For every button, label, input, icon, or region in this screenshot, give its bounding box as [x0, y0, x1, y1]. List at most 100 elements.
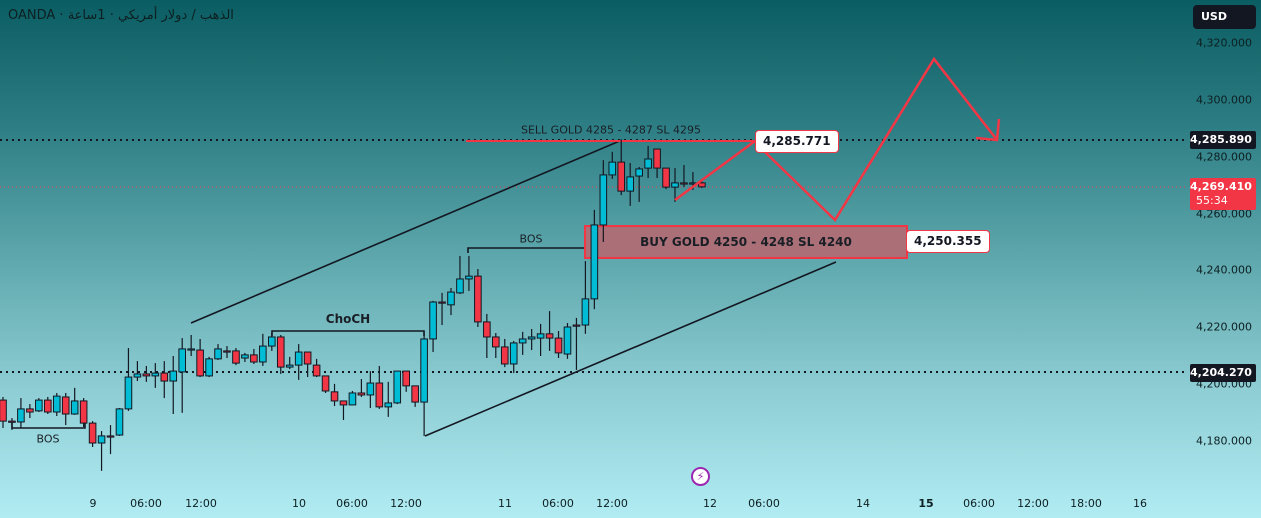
candle-body-down [223, 350, 231, 353]
candle [294, 344, 303, 380]
price-marker-low: 4,204.270 [1190, 364, 1256, 382]
candle [124, 348, 133, 411]
candle-body-up [366, 382, 375, 396]
candle [250, 348, 258, 364]
candle-body-down [680, 182, 688, 185]
price-marker-high: 4,285.890 [1190, 131, 1256, 149]
channel-lower-line[interactable] [424, 261, 837, 437]
candle [8, 417, 16, 430]
projection-path[interactable] [674, 56, 1001, 222]
time-tick: 15 [918, 497, 934, 510]
time-tick: 12:00 [185, 497, 217, 510]
candle [276, 334, 285, 374]
candle-body-up [518, 338, 527, 344]
candle [214, 344, 222, 360]
time-tick: 10 [292, 497, 306, 510]
time-tick: 06:00 [130, 497, 162, 510]
time-tick: 12 [703, 497, 717, 510]
time-tick: 14 [856, 497, 870, 510]
price-tick: 4,260.000 [1196, 207, 1252, 221]
candle [52, 392, 61, 417]
candle [268, 332, 276, 351]
candle-body-up [420, 338, 428, 403]
time-tick: 06:00 [748, 497, 780, 510]
candle [303, 351, 312, 378]
buy-zone-rect[interactable] [584, 225, 908, 259]
candle-body-down [44, 399, 52, 413]
candle-body-down [411, 385, 419, 403]
candle-body-down [375, 382, 384, 408]
candle [438, 292, 446, 326]
candle-body-up [52, 395, 61, 413]
arrow-head-icon [975, 118, 1001, 142]
candle [366, 371, 375, 409]
lightning-icon[interactable]: ⚡ [691, 467, 710, 486]
candle [599, 160, 608, 243]
candle-body-up [447, 291, 455, 306]
candle [133, 361, 142, 382]
time-tick: 9 [89, 497, 97, 510]
bos-low-line[interactable] [11, 422, 86, 429]
candle-body-up [599, 174, 608, 226]
choch-label[interactable]: ChoCH [325, 312, 371, 326]
candle-body-down [483, 321, 491, 338]
candle-body-down [554, 337, 563, 354]
candle-body-up [214, 348, 222, 360]
bos-low-label[interactable]: BOS [36, 432, 60, 446]
candle-body-up [671, 182, 679, 188]
candle-body-up [115, 408, 124, 436]
candle-body-down [698, 182, 706, 188]
candle [115, 408, 124, 436]
bos-high-line[interactable] [467, 247, 586, 253]
candle-body-up [509, 342, 518, 365]
candle [151, 363, 160, 388]
candle-body-up [644, 158, 652, 169]
candle [518, 331, 527, 355]
candle-body-down [402, 370, 410, 387]
candle-body-up [124, 376, 133, 410]
candle [626, 162, 635, 206]
candle-body-down [662, 167, 670, 188]
time-tick: 12:00 [596, 497, 628, 510]
channel-upper-line[interactable] [190, 139, 623, 324]
candle-body-down [8, 420, 16, 423]
candle-body-down [438, 301, 446, 304]
time-tick: 16 [1133, 497, 1147, 510]
candle-body-down [142, 373, 151, 377]
choch-line[interactable] [271, 330, 425, 336]
currency-button[interactable]: USD [1193, 5, 1256, 29]
sell-price-callout[interactable]: 4,285.771 [755, 130, 839, 153]
candle [536, 323, 545, 357]
candle-body-down [26, 408, 34, 413]
buy-label[interactable]: BUY GOLD 4250 - 4248 SL 4240 [640, 235, 852, 249]
candle-body-up [17, 408, 25, 423]
candle [393, 370, 402, 405]
bar-countdown: 55:34 [1196, 194, 1228, 207]
candle [312, 358, 321, 378]
bos-high-label[interactable]: BOS [519, 232, 543, 246]
time-tick: 06:00 [542, 497, 574, 510]
candle-body-down [617, 161, 626, 192]
price-tick: 4,240.000 [1196, 263, 1252, 277]
candle [178, 338, 186, 413]
candle-body-down [492, 336, 500, 348]
projection-zigzag [764, 56, 998, 222]
buy-price-callout[interactable]: 4,250.355 [906, 230, 990, 253]
candle-body-down [0, 399, 7, 422]
candle-body-up [187, 348, 195, 351]
time-tick: 12:00 [390, 497, 422, 510]
candle-body-up [384, 402, 393, 408]
candle-body-down [474, 275, 482, 323]
last-price-tag: 4,269.410 55:34 [1190, 178, 1256, 210]
candle [474, 269, 482, 328]
candle [492, 332, 500, 359]
candle [35, 398, 43, 413]
candle [563, 323, 572, 359]
candle [61, 392, 70, 426]
projection-zigzag [674, 139, 756, 202]
sell-label[interactable]: SELL GOLD 4285 - 4287 SL 4295 [520, 123, 702, 137]
candle [671, 168, 679, 202]
candle-body-down [160, 372, 169, 382]
candle [527, 329, 536, 351]
